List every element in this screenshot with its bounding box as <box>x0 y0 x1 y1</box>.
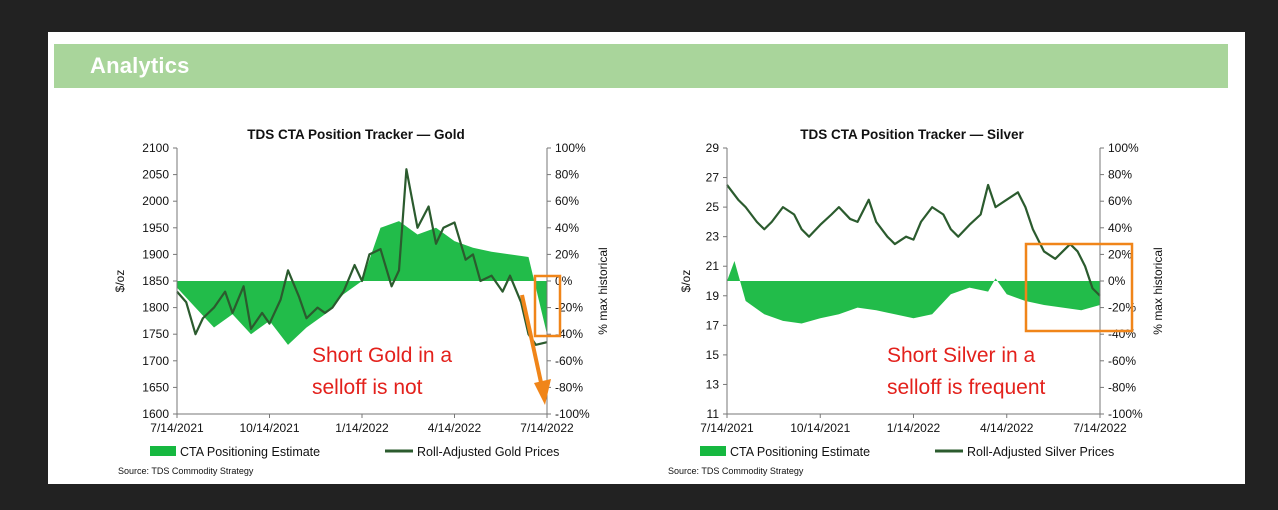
legend-label-price: Roll-Adjusted Silver Prices <box>967 445 1114 459</box>
x-tick-label: 4/14/2022 <box>980 421 1034 435</box>
header-bar <box>54 44 1228 88</box>
y2-tick-label: 60% <box>555 194 579 208</box>
y2-tick-label: -100% <box>1108 407 1143 421</box>
y-tick-label: 23 <box>706 230 720 244</box>
y2-tick-label: -80% <box>555 380 583 394</box>
y-tick-label: 1600 <box>142 407 169 421</box>
y2-tick-label: -80% <box>1108 380 1136 394</box>
cta-positioning-area <box>177 221 547 345</box>
arrow-head <box>534 379 551 405</box>
y-tick-label: 2050 <box>142 168 169 182</box>
price-line <box>726 183 1101 297</box>
y2-tick-label: 20% <box>1108 247 1132 261</box>
y2-tick-label: -60% <box>555 354 583 368</box>
y-tick-label: 21 <box>706 259 720 273</box>
chart-title: TDS CTA Position Tracker — Silver <box>800 127 1024 142</box>
y2-tick-label: -20% <box>555 301 583 315</box>
y2-tick-label: 100% <box>1108 141 1139 155</box>
y-tick-label: 1800 <box>142 301 169 315</box>
x-tick-label: 4/14/2022 <box>428 421 482 435</box>
y-tick-label: 19 <box>706 289 720 303</box>
y2-tick-label: 0% <box>1108 274 1126 288</box>
y-tick-label: 2000 <box>142 194 169 208</box>
annotation-text: selloff is not <box>312 376 423 399</box>
source-note: Source: TDS Commodity Strategy <box>118 466 254 476</box>
page-title: Analytics <box>90 53 190 78</box>
x-tick-label: 7/14/2021 <box>700 421 754 435</box>
legend-label-cta: CTA Positioning Estimate <box>180 445 320 459</box>
y-tick-label: 17 <box>706 318 720 332</box>
y2-tick-label: 20% <box>555 247 579 261</box>
x-tick-label: 10/14/2021 <box>239 421 299 435</box>
x-tick-label: 7/14/2022 <box>1073 421 1127 435</box>
chart-title: TDS CTA Position Tracker — Gold <box>247 127 465 142</box>
y-tick-label: 27 <box>706 171 720 185</box>
y2-tick-label: -20% <box>1108 301 1136 315</box>
x-tick-label: 7/14/2022 <box>520 421 574 435</box>
legend-swatch-cta <box>150 446 176 456</box>
y2-tick-label: -100% <box>555 407 590 421</box>
x-tick-label: 1/14/2022 <box>335 421 389 435</box>
cta-positioning-area <box>727 261 1100 324</box>
y2-tick-label: 80% <box>555 168 579 182</box>
annotation-text: Short Gold in a <box>312 344 452 367</box>
y-tick-label: 25 <box>706 200 720 214</box>
source-note: Source: TDS Commodity Strategy <box>668 466 804 476</box>
y-axis-label: $/oz <box>113 270 127 293</box>
y-tick-label: 15 <box>706 348 720 362</box>
y-axis-label: $/oz <box>679 270 693 293</box>
annotation-text: Short Silver in a <box>887 344 1036 367</box>
legend-label-cta: CTA Positioning Estimate <box>730 445 870 459</box>
price-line <box>176 168 548 346</box>
y2-tick-label: 40% <box>555 221 579 235</box>
y2-tick-label: 60% <box>1108 194 1132 208</box>
y2-tick-label: 40% <box>1108 221 1132 235</box>
analytics-panel: Analytics <box>48 32 1245 484</box>
y-tick-label: 1750 <box>142 327 169 341</box>
highlight-box <box>1024 242 1134 333</box>
y-tick-label: 2100 <box>142 141 169 155</box>
arrow-shaft <box>520 294 544 388</box>
legend-swatch-cta <box>700 446 726 456</box>
x-tick-label: 10/14/2021 <box>790 421 850 435</box>
y-tick-label: 1900 <box>142 247 169 261</box>
y-tick-label: 13 <box>706 377 720 391</box>
y-tick-label: 1700 <box>142 354 169 368</box>
y-tick-label: 11 <box>707 407 720 421</box>
y2-tick-label: -40% <box>555 327 583 341</box>
legend-label-price: Roll-Adjusted Gold Prices <box>417 445 559 459</box>
x-tick-label: 1/14/2022 <box>887 421 941 435</box>
x-tick-label: 7/14/2021 <box>150 421 204 435</box>
annotation-text: selloff is frequent <box>887 376 1046 399</box>
y2-tick-label: 100% <box>555 141 586 155</box>
y2-axis-label: % max historical <box>596 247 610 334</box>
y-tick-label: 29 <box>706 141 720 155</box>
y2-tick-label: 80% <box>1108 168 1132 182</box>
y2-axis-label: % max historical <box>1151 247 1165 334</box>
y-tick-label: 1650 <box>142 380 169 394</box>
y-tick-label: 1950 <box>142 221 169 235</box>
highlight-box <box>533 274 562 338</box>
y2-tick-label: -60% <box>1108 354 1136 368</box>
y-tick-label: 1850 <box>142 274 169 288</box>
